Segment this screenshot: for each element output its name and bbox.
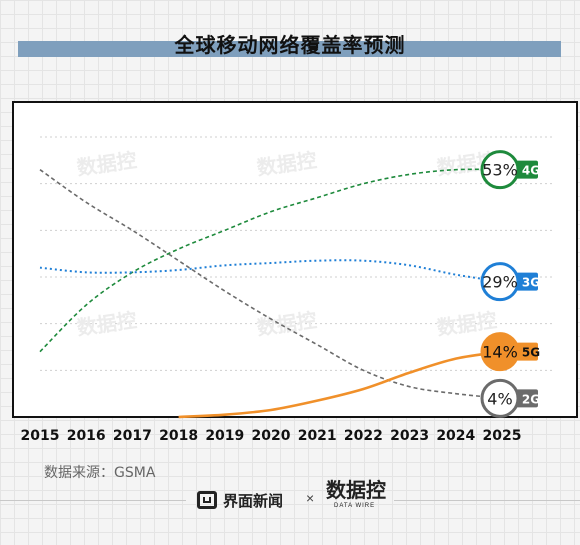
page-title: 全球移动网络覆盖率预测 [0, 29, 580, 58]
end-value-label-3g: 29% [482, 273, 518, 292]
series-name-label-5g: 5G [522, 346, 540, 360]
x-tick-label: 2023 [390, 428, 429, 444]
footer-divider-right [394, 500, 580, 501]
watermark: 数据控 [255, 148, 318, 180]
x-tick-label: 2019 [205, 428, 244, 444]
separator: × [306, 490, 315, 506]
footer-divider-left [0, 500, 186, 501]
series-line-4g [39, 168, 503, 353]
series-name-label-2g: 2G [522, 392, 540, 406]
x-tick-label: 2025 [483, 428, 522, 444]
series-line-3g [39, 259, 503, 283]
title-bar [18, 41, 561, 57]
source-note: 数据来源：GSMA [44, 465, 156, 481]
x-tick-label: 2021 [298, 428, 337, 444]
x-tick-label: 2018 [159, 428, 198, 444]
series-line-5g [178, 350, 503, 419]
watermark: 数据控 [75, 308, 138, 340]
x-tick-label: 2022 [344, 428, 383, 444]
end-value-label-5g: 14% [482, 343, 518, 362]
end-marker-3g [480, 262, 520, 302]
watermark: 数据控 [435, 308, 498, 340]
datawire-logo-sub: DATA WIRE [334, 503, 376, 509]
end-marker-4g [480, 150, 520, 190]
end-marker-5g [480, 332, 520, 372]
x-tick-label: 2020 [252, 428, 291, 444]
jiemian-logo-icon [197, 491, 217, 509]
end-value-label-4g: 53% [482, 161, 518, 180]
x-tick-label: 2016 [67, 428, 106, 444]
end-marker-2g [480, 378, 520, 418]
title-text: 全球移动网络覆盖率预测 [174, 33, 406, 57]
series-name-label-3g: 3G [522, 276, 540, 290]
plot-frame [12, 101, 578, 417]
brand-name: 界面新闻 [223, 491, 284, 510]
x-tick-label: 2024 [436, 428, 475, 444]
x-tick-label: 2017 [113, 428, 152, 444]
datawire-logo: 数据控 [326, 478, 386, 502]
series-name-label-4g: 4G [522, 164, 540, 178]
brand-jiemian: 界面新闻 [197, 488, 283, 512]
end-value-label-2g: 4% [487, 389, 512, 408]
watermark: 数据控 [75, 148, 138, 180]
x-tick-label: 2015 [21, 428, 60, 444]
series-line-2g [39, 169, 503, 400]
watermark: 数据控 [255, 308, 318, 340]
